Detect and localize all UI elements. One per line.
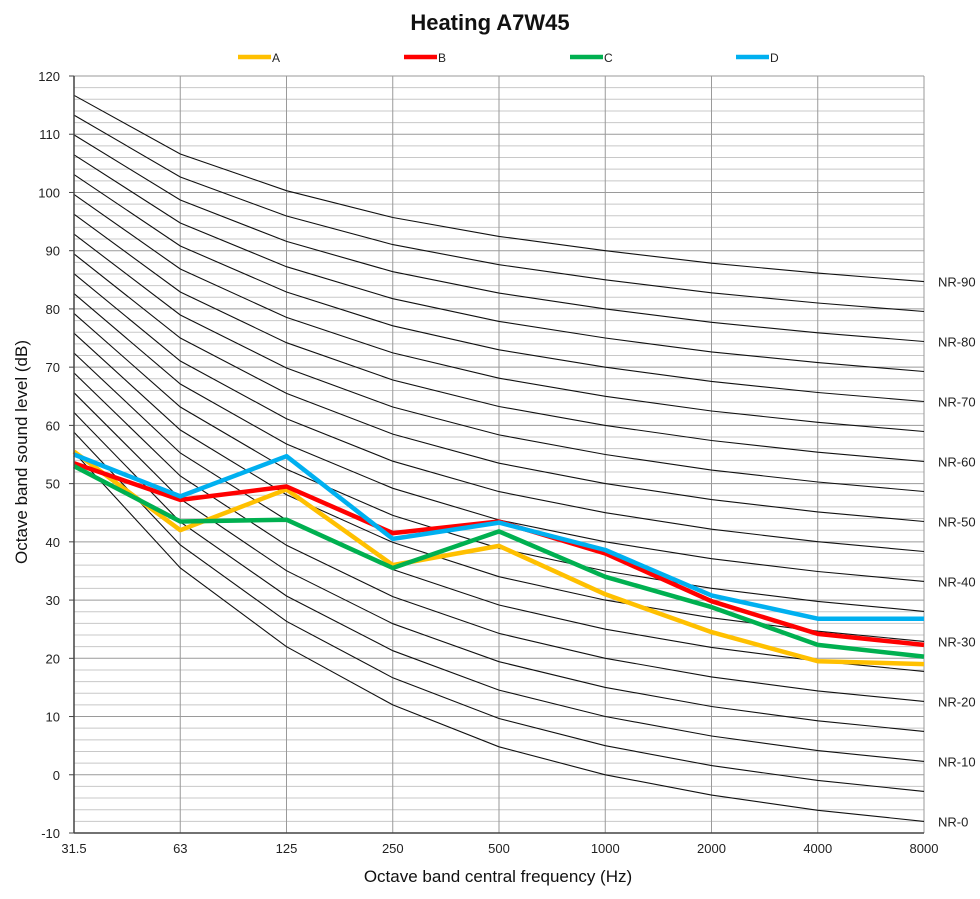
y-tick-label: 50 — [46, 477, 60, 492]
y-tick-label: 10 — [46, 710, 60, 725]
x-tick-label: 8000 — [910, 841, 939, 856]
nr-label: NR-80 — [938, 335, 976, 350]
nr-curve-50 — [73, 253, 925, 523]
grid — [73, 75, 925, 834]
tick-labels: -10 0 10 20 30 40 50 60 70 80 90 100 110 120 31.5 63 125… — [38, 69, 938, 856]
data-series — [72, 449, 925, 667]
x-tick-label: 1000 — [591, 841, 620, 856]
nr-curve-75 — [73, 154, 925, 373]
y-tick-label: 120 — [38, 69, 60, 84]
nr-label: NR-60 — [938, 455, 976, 470]
nr-label: NR-90 — [938, 275, 976, 290]
x-tick-label: 63 — [173, 841, 187, 856]
nr-curve-90 — [73, 94, 925, 283]
axes — [73, 76, 924, 834]
nr-curve-85 — [73, 114, 925, 313]
nr-label: NR-70 — [938, 395, 976, 410]
legend: A B C D — [238, 51, 779, 65]
series-line-d — [73, 452, 924, 621]
y-tick-label: 20 — [46, 651, 60, 666]
legend-label-b: B — [438, 51, 446, 65]
nr-curve-70 — [73, 174, 925, 403]
nr-label: NR-50 — [938, 515, 976, 530]
x-tick-label: 4000 — [803, 841, 832, 856]
nr-curve-65 — [73, 193, 925, 433]
y-tick-label: -10 — [41, 826, 60, 841]
y-tick-label: 110 — [39, 127, 60, 142]
nr-curve-20 — [73, 372, 925, 702]
nr-curve-10 — [73, 412, 925, 762]
nr-curve-30 — [73, 332, 925, 642]
nr-label: NR-30 — [938, 634, 976, 649]
nr-label: NR-0 — [938, 814, 968, 829]
x-axis-title: Octave band central frequency (Hz) — [364, 867, 632, 886]
legend-label-a: A — [272, 51, 280, 65]
legend-label-c: C — [604, 51, 613, 65]
x-tick-label: 31.5 — [61, 841, 86, 856]
nr-label: NR-20 — [938, 694, 976, 709]
y-tick-label: 100 — [38, 186, 60, 201]
y-tick-label: 70 — [46, 360, 60, 375]
y-tick-label: 60 — [46, 418, 60, 433]
nr-label: NR-10 — [938, 754, 976, 769]
y-tick-label: 40 — [46, 535, 60, 550]
y-axis-title: Octave band sound level (dB) — [12, 340, 31, 564]
nr-curve-80 — [73, 134, 925, 343]
y-tick-label: 0 — [53, 768, 60, 783]
nr-curve-25 — [73, 352, 925, 672]
x-tick-label: 250 — [382, 841, 404, 856]
series-line-a — [72, 449, 925, 667]
nr-curve-60 — [73, 213, 925, 463]
y-tick-label: 30 — [46, 593, 60, 608]
nr-curve-5 — [73, 431, 925, 792]
nr-curve-55 — [73, 233, 925, 493]
x-tick-label: 125 — [276, 841, 298, 856]
chart-title: Heating A7W45 — [410, 10, 569, 35]
nr-label: NR-40 — [938, 574, 976, 589]
nr-curve-45 — [73, 273, 925, 553]
y-tick-label: 90 — [46, 244, 60, 259]
legend-label-d: D — [770, 51, 779, 65]
nr-curves: NR-0 NR-10 NR-20 NR-30 NR-40 NR-50 NR-60 NR-70 N… — [73, 94, 976, 829]
x-tick-label: 500 — [488, 841, 510, 856]
x-tick-label: 2000 — [697, 841, 726, 856]
series-line-c — [72, 464, 925, 659]
y-tick-label: 80 — [46, 302, 60, 317]
nr-curve-0 — [73, 451, 925, 822]
